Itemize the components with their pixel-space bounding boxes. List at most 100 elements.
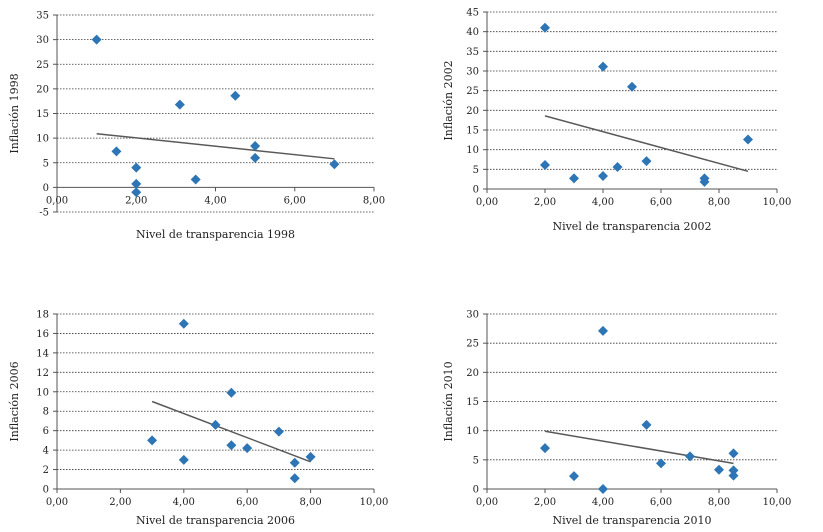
y-tick-label: 35 [466,47,479,58]
chart-panel-4: 0 5 10 15 20 25 30 0,00 2,00 4,00 6,00 8,00 10,00 Niv… [442,310,791,528]
y-tick-label: 18 [36,310,49,321]
x-tick-label: 2,00 [534,497,556,508]
data-point-8 [230,90,241,101]
data-point-10 [289,473,300,484]
y-tick-label: 0 [43,485,49,496]
y-tick-label: 5 [473,455,479,466]
x-tick-label: 2,00 [125,195,147,206]
x-tick-label: 10,00 [763,197,792,208]
trendline [544,115,749,173]
data-point-4 [598,61,608,72]
y-tick-label: 4 [43,446,49,457]
y-tick-label: -5 [39,208,49,219]
data-point-5 [641,419,652,430]
y-tick-label: 0 [473,485,479,496]
data-point-10 [699,176,710,187]
data-point-6 [656,458,666,469]
x-axis-title: Nivel de transparencia 1998 [136,228,295,241]
y-tick-label: 10 [466,145,479,156]
x-tick-label: 4,00 [592,197,614,208]
x-tick-label: 4,00 [592,497,614,508]
x-axis-title: Nivel de transparencia 2010 [552,514,711,527]
data-point-11 [329,159,340,170]
data-point-4 [598,484,608,494]
x-tick-label: 6,00 [236,497,258,508]
chart-panel-1: -5 0 5 10 15 20 25 30 35 0,00 2,00 4,00 6,00 8,00 Nive… [8,11,385,242]
x-tick-label: 0,00 [46,497,68,508]
data-point-1 [147,435,158,446]
y-tick-label: 20 [466,368,479,379]
y-tick-label: 30 [36,35,49,46]
data-point-6 [226,387,237,398]
y-tick-label: 20 [466,106,479,117]
data-point-3 [569,173,579,184]
x-tick-label: 10,00 [360,497,389,508]
data-point-2 [540,160,550,171]
data-point-5 [226,440,237,451]
data-point-4 [131,178,142,189]
data-point-10 [728,465,739,476]
y-tick-label: 2 [43,465,49,476]
x-axis-title: Nivel de transparencia 2006 [136,514,295,527]
x-tick-label: 8,00 [363,195,385,206]
y-tick-label: 40 [466,27,479,38]
data-point-3 [131,162,142,173]
x-tick-label: 2,00 [534,197,556,208]
x-tick-label: 4,00 [204,195,226,206]
y-tick-label: 12 [36,368,49,379]
y-tick-label: 10 [36,387,49,398]
x-tick-label: 2,00 [109,497,131,508]
y-axis-title: Inflación 2002 [442,60,455,140]
y-tick-label: 15 [466,126,479,137]
y-tick-label: 6 [43,426,49,437]
data-point-4 [210,419,221,430]
data-point-2 [569,471,579,482]
data-point-9 [289,457,300,468]
data-point-1 [540,22,550,33]
x-tick-label: 0,00 [476,497,498,508]
y-tick-label: 14 [36,348,49,359]
data-point-7 [627,81,637,92]
data-point-7 [242,443,253,454]
data-point-8 [714,464,724,475]
trendline [151,400,311,463]
y-tick-label: 15 [466,397,479,408]
data-point-10 [250,152,261,163]
x-tick-label: 6,00 [650,197,672,208]
data-point-9 [728,448,739,459]
y-tick-label: 10 [36,134,49,145]
data-point-7 [190,174,201,185]
y-tick-label: 25 [466,339,479,350]
y-tick-label: 16 [36,329,49,340]
data-point-11 [728,470,739,481]
data-point-6 [612,161,623,172]
y-tick-label: 35 [36,11,49,22]
x-tick-label: 8,00 [708,197,730,208]
x-tick-label: 4,00 [173,497,195,508]
data-point-5 [131,187,142,198]
data-point-9 [250,141,261,152]
y-tick-label: 15 [36,109,49,120]
y-tick-label: 0 [473,185,479,196]
y-tick-label: 10 [466,426,479,437]
chart-panel-3: 0 2 4 6 8 10 12 14 16 18 0,00 2,00 4,00 6,00 8,00 10,00… [8,310,388,528]
y-tick-label: 30 [466,310,479,321]
x-tick-label: 0,00 [476,197,498,208]
y-tick-label: 30 [466,67,479,78]
y-axis-title: Inflación 2006 [8,361,21,441]
y-tick-label: 0 [43,183,49,194]
y-tick-label: 25 [36,60,49,71]
data-point-11 [305,451,316,462]
data-point-11 [743,134,753,145]
x-tick-label: 10,00 [763,497,792,508]
data-point-3 [598,325,608,336]
x-tick-label: 8,00 [299,497,321,508]
trendline [544,430,734,465]
chart-panel-2: 0 5 10 15 20 25 30 35 40 45 0,00 2,00 4,00 6,00 8,00 10… [442,8,791,234]
y-tick-label: 25 [466,86,479,97]
y-axis-title: Inflación 1998 [8,73,21,153]
data-point-8 [641,156,652,167]
trendline [96,132,335,160]
y-axis-title: Inflación 2010 [442,361,455,441]
